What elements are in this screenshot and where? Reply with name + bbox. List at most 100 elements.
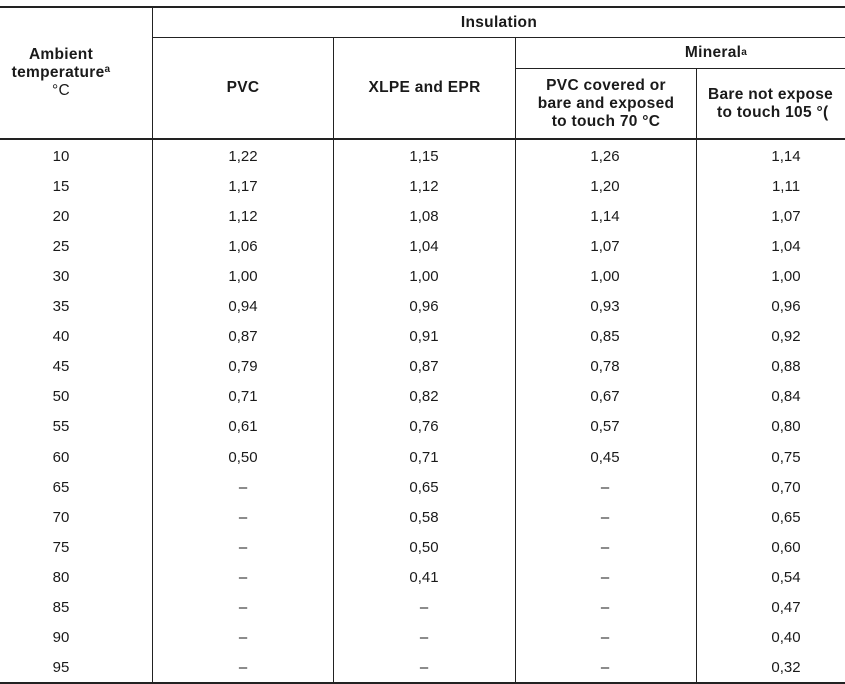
- factor-cell: 0,75: [771, 448, 801, 466]
- pvc-column-header: PVC: [226, 79, 260, 96]
- factor-cell: –: [238, 659, 248, 677]
- factor-cell: 0,58: [409, 508, 439, 526]
- col-divider-4: [696, 68, 697, 683]
- temperature-cell: 65: [52, 478, 70, 496]
- mineral-rule: [515, 68, 845, 69]
- temperature-cell: 75: [52, 538, 70, 556]
- temperature-cell: 15: [52, 177, 70, 195]
- factor-cell: 0,71: [228, 388, 258, 406]
- col-divider-2: [333, 37, 334, 683]
- temperature-cell: 25: [52, 237, 70, 255]
- factor-cell: 0,91: [409, 328, 439, 346]
- factor-cell: 0,41: [409, 568, 439, 586]
- factor-cell: 0,47: [771, 599, 801, 616]
- factor-cell: –: [600, 629, 610, 647]
- ambient-line2: temperaturea: [11, 64, 111, 81]
- factor-cell: 0,85: [590, 328, 620, 346]
- factor-cell: 0,92: [771, 328, 801, 346]
- factor-cell: 0,96: [409, 298, 439, 315]
- factor-cell: 0,65: [771, 508, 801, 526]
- factor-cell: 0,96: [771, 298, 801, 315]
- factor-cell: –: [600, 568, 610, 586]
- temperature-cell: 70: [52, 508, 70, 526]
- factor-cell: 0,65: [409, 478, 439, 496]
- factor-cell: 0,93: [590, 298, 620, 315]
- factor-cell: –: [419, 659, 429, 677]
- factor-cell: 0,88: [771, 358, 801, 376]
- factor-cell: 1,11: [771, 177, 801, 195]
- factor-cell: 0,67: [590, 388, 620, 406]
- bare-not-exposed-column-header: Bare not expose to touch 105 °(: [708, 85, 834, 121]
- factor-cell: –: [600, 599, 610, 616]
- factor-cell: 1,20: [590, 177, 620, 195]
- factor-cell: 1,26: [590, 147, 620, 165]
- factor-cell: –: [238, 629, 248, 647]
- factor-cell: 0,87: [228, 328, 258, 346]
- factor-cell: 1,00: [771, 267, 801, 285]
- table-bottom-rule: [0, 682, 845, 684]
- xlpe-epr-column-header: XLPE and EPR: [368, 79, 481, 96]
- insulation-header: Insulation: [460, 13, 538, 31]
- factor-cell: –: [238, 568, 248, 586]
- factor-cell: 0,71: [409, 448, 439, 466]
- factor-cell: 0,45: [590, 448, 620, 466]
- factor-cell: 0,82: [409, 388, 439, 406]
- factor-cell: –: [600, 659, 610, 677]
- col-divider-3: [515, 37, 516, 683]
- factor-cell: 0,76: [409, 418, 439, 436]
- factor-cell: 1,00: [409, 267, 439, 285]
- temperature-cell: 50: [52, 388, 70, 406]
- temperature-cell: 10: [52, 147, 70, 165]
- temperature-cell: 45: [52, 358, 70, 376]
- ambient-unit: °C: [52, 82, 70, 99]
- factor-cell: 0,40: [771, 629, 801, 647]
- factor-cell: 0,60: [771, 538, 801, 556]
- factor-cell: –: [600, 508, 610, 526]
- temperature-cell: 20: [52, 207, 70, 225]
- col-divider-1: [152, 7, 153, 683]
- factor-cell: 1,12: [409, 177, 439, 195]
- factor-cell: 0,79: [228, 358, 258, 376]
- factor-cell: 0,78: [590, 358, 620, 376]
- temperature-cell: 90: [52, 629, 70, 647]
- factor-cell: 0,61: [228, 418, 258, 436]
- factor-cell: 0,84: [771, 388, 801, 406]
- factor-cell: –: [600, 478, 610, 496]
- factor-cell: 0,87: [409, 358, 439, 376]
- factor-cell: –: [419, 599, 429, 616]
- mineral-header: Mineral a: [684, 44, 748, 61]
- temperature-cell: 55: [52, 418, 70, 436]
- factor-cell: 0,80: [771, 418, 801, 436]
- factor-cell: –: [419, 629, 429, 647]
- factor-cell: 1,07: [590, 237, 620, 255]
- pvc-covered-column-header: PVC covered or bare and exposed to touch…: [537, 76, 675, 130]
- factor-cell: –: [238, 478, 248, 496]
- temperature-cell: 60: [52, 448, 70, 466]
- factor-cell: 0,70: [771, 478, 801, 496]
- factor-cell: 1,07: [771, 207, 801, 225]
- factor-cell: 1,08: [409, 207, 439, 225]
- factor-cell: 1,00: [228, 267, 258, 285]
- temperature-cell: 30: [52, 267, 70, 285]
- factor-cell: 1,14: [771, 147, 801, 165]
- temperature-cell: 35: [52, 298, 70, 315]
- header-bottom-rule: [0, 138, 845, 140]
- ambient-temperature-header: Ambient temperaturea °C: [0, 8, 122, 138]
- factor-cell: –: [238, 599, 248, 616]
- temperature-cell: 40: [52, 328, 70, 346]
- factor-cell: 1,22: [228, 147, 258, 165]
- factor-cell: 1,04: [771, 237, 801, 255]
- factor-cell: 1,14: [590, 207, 620, 225]
- factor-cell: 0,50: [228, 448, 258, 466]
- factor-cell: 1,17: [228, 177, 258, 195]
- ambient-line1: Ambient: [28, 46, 94, 63]
- temperature-cell: 80: [52, 568, 70, 586]
- factor-cell: 0,57: [590, 418, 620, 436]
- factor-cell: 0,32: [771, 659, 801, 677]
- insulation-rule: [152, 37, 845, 38]
- factor-cell: 1,15: [409, 147, 439, 165]
- factor-cell: 1,12: [228, 207, 258, 225]
- factor-cell: 0,54: [771, 568, 801, 586]
- temperature-cell: 85: [52, 599, 70, 616]
